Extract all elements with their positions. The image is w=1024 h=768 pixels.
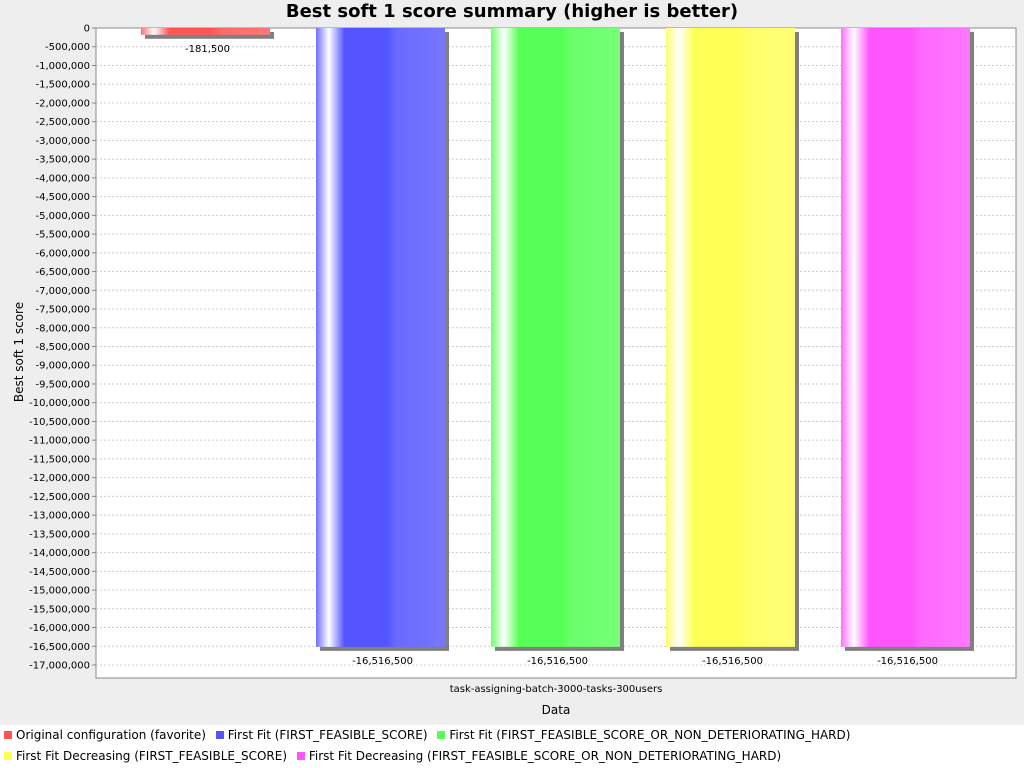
y-tick-label: -3,500,000 <box>35 155 90 166</box>
y-tick-label: -9,500,000 <box>35 379 90 390</box>
bar <box>491 28 620 647</box>
bars <box>141 28 974 651</box>
y-tick-label: -6,000,000 <box>35 248 90 259</box>
y-tick-label: -9,000,000 <box>35 361 90 372</box>
y-tick-label: -17,000,000 <box>29 661 90 672</box>
legend: Original configuration (favorite) First … <box>0 725 1024 768</box>
bar <box>666 28 795 647</box>
bar-data-label: -16,516,500 <box>352 656 413 667</box>
bar-data-label: -181,500 <box>185 44 230 55</box>
y-tick-label: -2,000,000 <box>35 98 90 109</box>
y-tick-label: -5,500,000 <box>35 230 90 241</box>
y-tick-label: -10,500,000 <box>29 417 90 428</box>
bar <box>841 28 970 647</box>
y-tick-label: -8,000,000 <box>35 323 90 334</box>
y-tick-label: -1,000,000 <box>35 61 90 72</box>
y-tick-label: -16,500,000 <box>29 642 90 653</box>
legend-item-ff-feasible: First Fit (FIRST_FEASIBLE_SCORE) <box>215 725 428 745</box>
y-tick-label: -6,500,000 <box>35 267 90 278</box>
y-tick-label: -13,000,000 <box>29 511 90 522</box>
legend-label: First Fit (FIRST_FEASIBLE_SCORE_OR_NON_D… <box>449 728 851 742</box>
y-tick-label: -4,000,000 <box>35 173 90 184</box>
legend-label: First Fit Decreasing (FIRST_FEASIBLE_SCO… <box>308 749 782 763</box>
legend-row-2: First Fit Decreasing (FIRST_FEASIBLE_SCO… <box>4 746 787 766</box>
y-tick-label: -12,500,000 <box>29 492 90 503</box>
legend-label: First Fit (FIRST_FEASIBLE_SCORE) <box>227 728 428 742</box>
y-tick-label: -14,500,000 <box>29 567 90 578</box>
legend-row-1: Original configuration (favorite) First … <box>4 725 856 745</box>
y-tick-label: -2,500,000 <box>35 117 90 128</box>
y-tick-label: 0 <box>84 24 90 35</box>
legend-label: Original configuration (favorite) <box>16 728 206 742</box>
y-tick-label: -500,000 <box>45 42 90 53</box>
chart-svg: 0 -500,000 -1,000,000 -1,500,000 -2,000,000 -… <box>29 24 1017 695</box>
legend-item-original: Original configuration (favorite) <box>4 725 206 745</box>
y-tick-label: -5,000,000 <box>35 211 90 222</box>
y-tick-label: -15,500,000 <box>29 604 90 615</box>
bar <box>316 28 445 647</box>
y-tick-label: -12,000,000 <box>29 473 90 484</box>
y-tick-label: -1,500,000 <box>35 80 90 91</box>
y-tick-label: -14,000,000 <box>29 548 90 559</box>
legend-label: First Fit Decreasing (FIRST_FEASIBLE_SCO… <box>16 749 288 763</box>
x-axis-label: Data <box>541 703 571 717</box>
legend-swatch <box>437 731 446 739</box>
y-tick-label: -15,000,000 <box>29 586 90 597</box>
bar-data-label: -16,516,500 <box>527 656 588 667</box>
bar-data-label: -16,516,500 <box>877 656 938 667</box>
x-category-label: task-assigning-batch-3000-tasks-300users <box>450 684 663 695</box>
y-tick-label: -7,500,000 <box>35 305 90 316</box>
y-axis-ticks: 0 -500,000 -1,000,000 -1,500,000 -2,000,000 -… <box>29 24 96 672</box>
data-labels: -181,500 -16,516,500 -16,516,500 -16,516,50… <box>185 44 938 667</box>
legend-swatch <box>215 731 224 739</box>
y-tick-label: -16,000,000 <box>29 623 90 634</box>
y-tick-label: -7,000,000 <box>35 286 90 297</box>
y-tick-label: -10,000,000 <box>29 398 90 409</box>
y-tick-label: -11,500,000 <box>29 454 90 465</box>
bar-shadow <box>145 32 274 39</box>
y-tick-label: -13,500,000 <box>29 529 90 540</box>
bar <box>141 28 270 35</box>
y-tick-label: -8,500,000 <box>35 342 90 353</box>
y-tick-label: -4,500,000 <box>35 192 90 203</box>
y-tick-label: -3,000,000 <box>35 136 90 147</box>
bar-data-label: -16,516,500 <box>702 656 763 667</box>
legend-swatch <box>4 731 12 739</box>
legend-item-ff-nondeteriorating: First Fit (FIRST_FEASIBLE_SCORE_OR_NON_D… <box>437 725 850 745</box>
chart-title: Best soft 1 score summary (higher is bet… <box>285 1 739 22</box>
legend-swatch <box>296 752 305 760</box>
legend-swatch <box>4 752 12 760</box>
legend-item-ffd-feasible: First Fit Decreasing (FIRST_FEASIBLE_SCO… <box>4 746 287 766</box>
legend-item-ffd-nondeteriorating: First Fit Decreasing (FIRST_FEASIBLE_SCO… <box>296 746 782 766</box>
y-axis-label: Best soft 1 score <box>12 301 26 403</box>
y-tick-label: -11,000,000 <box>29 436 90 447</box>
